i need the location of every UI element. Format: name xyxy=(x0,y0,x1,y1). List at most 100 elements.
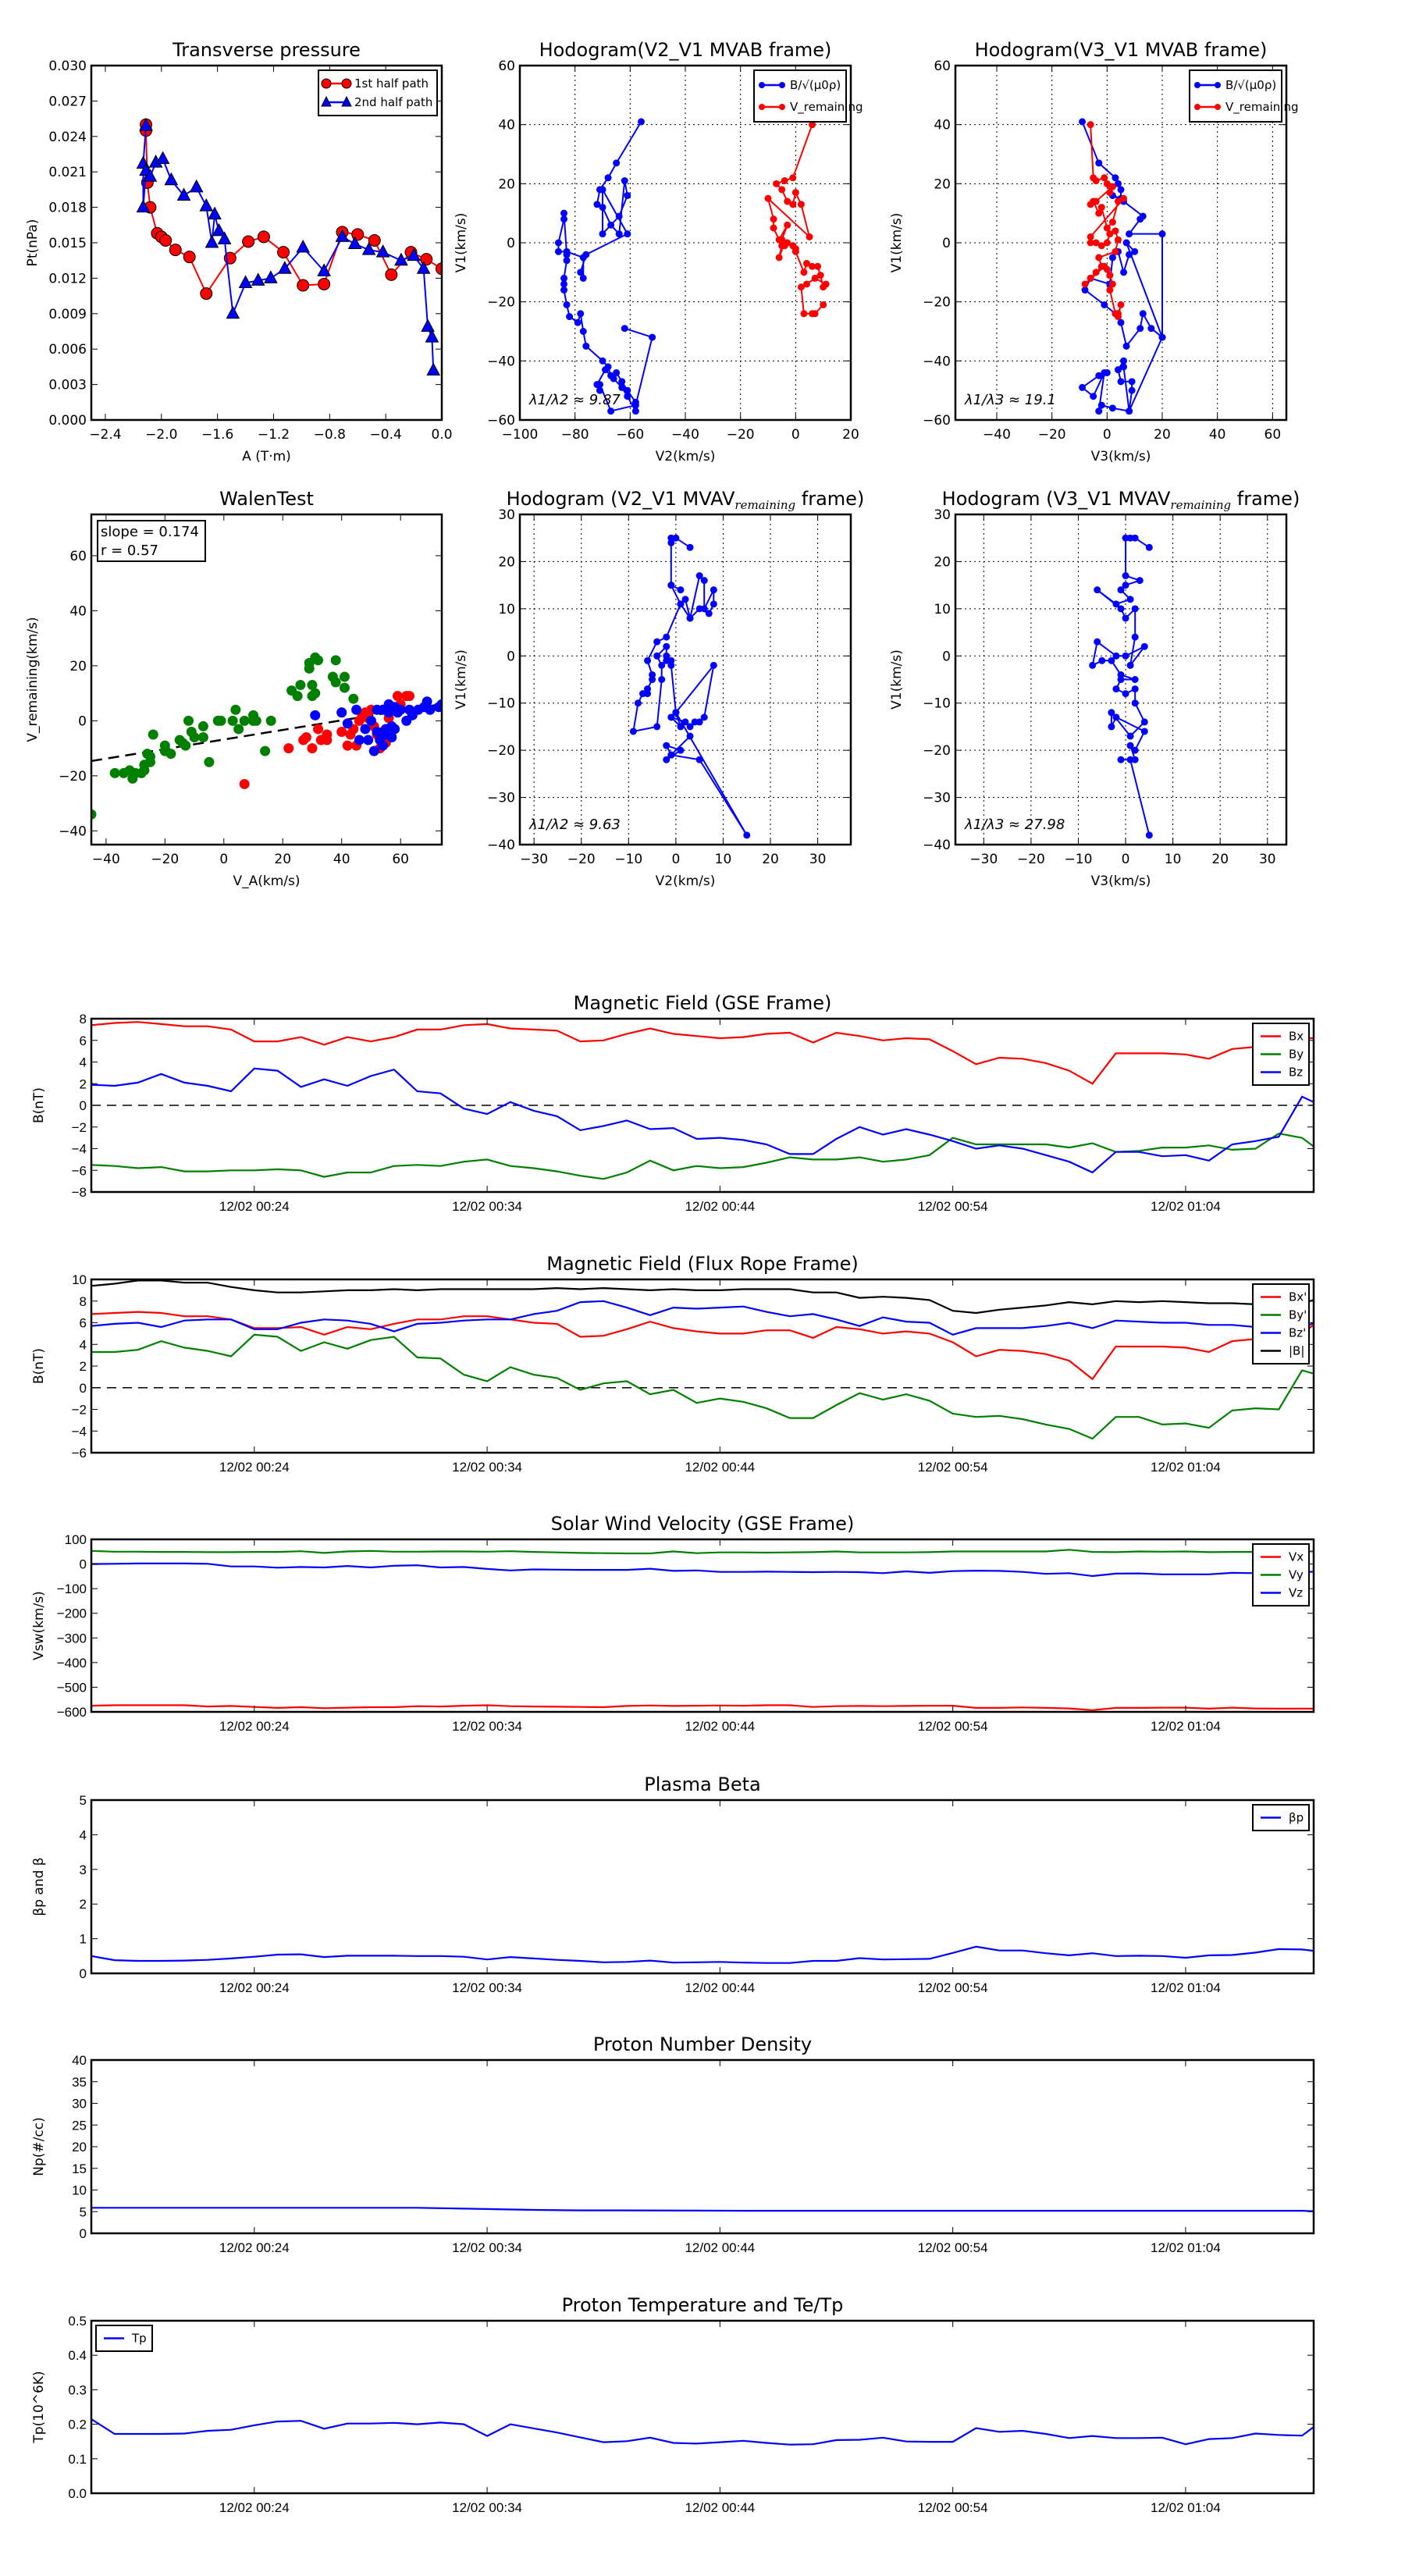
y-axis-label: V1(km/s) xyxy=(889,213,905,273)
legend-marker xyxy=(759,104,765,110)
y-tick-label: −60 xyxy=(487,413,515,429)
data-point xyxy=(1126,251,1133,258)
axes-frame xyxy=(518,513,852,846)
data-point xyxy=(705,610,713,617)
x-tick-label: −20 xyxy=(567,852,596,867)
plot-area xyxy=(554,118,830,415)
legend-label: βp xyxy=(1289,1811,1304,1825)
series-line xyxy=(91,1704,1314,1711)
data-point xyxy=(634,699,642,707)
chart-hodogram-v3-v1-mvab: −40 −20 0 20 40 60 −60 −40 −20 0 20 40 60 Hodogram(V3… xyxy=(889,39,1299,464)
data-point xyxy=(560,286,568,294)
y-tick-label: −30 xyxy=(487,791,515,806)
data-point xyxy=(1087,239,1094,247)
x-tick-label: 20 xyxy=(762,852,779,867)
data-point xyxy=(1106,189,1114,197)
data-point xyxy=(378,740,389,751)
data-point xyxy=(554,247,562,255)
y-tick-label: 30 xyxy=(72,2097,87,2112)
y-tick-label: 0 xyxy=(507,649,515,664)
data-point xyxy=(1136,215,1144,223)
data-point xyxy=(700,577,708,585)
y-axis-label: B(nT) xyxy=(31,1087,47,1123)
data-point xyxy=(155,151,170,165)
y-axis-label: V1(km/s) xyxy=(889,649,905,710)
title-text: Magnetic Field (Flux Rope Frame) xyxy=(546,1253,858,1275)
data-point xyxy=(292,691,303,702)
data-point xyxy=(607,221,615,229)
data-point xyxy=(1131,746,1139,754)
y-tick-label: 4 xyxy=(80,1827,87,1842)
data-point xyxy=(599,357,606,365)
x-tick-label: −2.0 xyxy=(145,427,177,443)
data-point xyxy=(310,710,321,720)
chart-title: Hodogram (V3_V1 MVAVremaining frame) xyxy=(942,488,1300,512)
data-point xyxy=(386,732,397,743)
data-point xyxy=(91,809,97,820)
series-1st-half-path xyxy=(140,118,442,301)
data-point xyxy=(199,198,214,212)
x-tick-label: −10 xyxy=(1065,852,1093,867)
data-point xyxy=(644,656,652,664)
y-tick-label: 0.2 xyxy=(68,2418,87,2432)
x-tick-label: 12/02 01:04 xyxy=(1151,2240,1221,2255)
data-point xyxy=(563,251,571,258)
data-point xyxy=(1108,404,1116,412)
series-line xyxy=(145,124,442,296)
data-point xyxy=(629,728,637,735)
y-tick-label: 6 xyxy=(80,1034,87,1048)
chart-title: Magnetic Field (GSE Frame) xyxy=(574,992,832,1014)
series-line xyxy=(632,537,748,836)
data-point xyxy=(677,600,685,608)
data-point xyxy=(1087,121,1094,129)
series-line xyxy=(91,2418,1314,2446)
legend-label: |B| xyxy=(1289,1344,1304,1358)
data-point xyxy=(663,642,670,650)
chart-mag-fluxrope: 12/02 00:24 12/02 00:34 12/02 00:44 12/02 0… xyxy=(31,1253,1315,1475)
data-point xyxy=(1126,596,1134,603)
y-tick-label: 0.009 xyxy=(48,307,87,322)
data-point xyxy=(1140,728,1148,735)
data-point xyxy=(822,280,830,288)
data-point xyxy=(436,262,442,276)
data-point xyxy=(784,221,791,229)
data-point xyxy=(242,235,255,248)
data-point xyxy=(663,633,670,641)
data-point xyxy=(700,713,708,721)
data-point xyxy=(1114,180,1122,187)
y-tick-label: 0.0 xyxy=(68,2486,87,2501)
y-tick-label: 35 xyxy=(72,2075,87,2090)
x-tick-label: 12/02 00:24 xyxy=(219,1460,290,1475)
y-tick-label: 10 xyxy=(498,602,515,617)
data-point xyxy=(1079,383,1087,391)
legend: βp xyxy=(1252,1804,1310,1831)
data-point xyxy=(582,342,590,350)
data-point xyxy=(204,756,215,767)
data-point xyxy=(789,174,797,182)
data-point xyxy=(322,735,333,745)
data-point xyxy=(385,268,398,281)
data-point xyxy=(339,671,350,682)
y-tick-label: 0.018 xyxy=(48,201,87,216)
x-tick-label: 12/02 01:04 xyxy=(1151,1980,1221,1995)
series-line xyxy=(91,1067,1314,1174)
x-tick-label: 12/02 00:24 xyxy=(219,1980,290,1995)
x-tick-label: 12/02 00:34 xyxy=(452,2500,522,2515)
legend: B/√(μ0ρ) V_remaining xyxy=(753,69,863,123)
y-tick-label: 15 xyxy=(72,2161,87,2176)
y-tick-label: 20 xyxy=(72,2140,87,2154)
title-subscript: remaining xyxy=(1170,498,1231,512)
data-point xyxy=(404,691,414,702)
y-tick-label: 60 xyxy=(934,59,951,74)
series-bx- xyxy=(91,1311,1314,1381)
data-point xyxy=(613,368,621,376)
data-point xyxy=(1079,118,1087,126)
data-point xyxy=(1131,699,1139,707)
y-tick-label: 0.4 xyxy=(68,2348,87,2363)
x-tick-label: 20 xyxy=(842,427,859,443)
x-tick-label: 10 xyxy=(1165,852,1182,867)
series-line xyxy=(91,1300,1314,1336)
data-point xyxy=(197,720,208,731)
chart-title: Hodogram(V2_V1 MVAB frame) xyxy=(539,39,832,61)
